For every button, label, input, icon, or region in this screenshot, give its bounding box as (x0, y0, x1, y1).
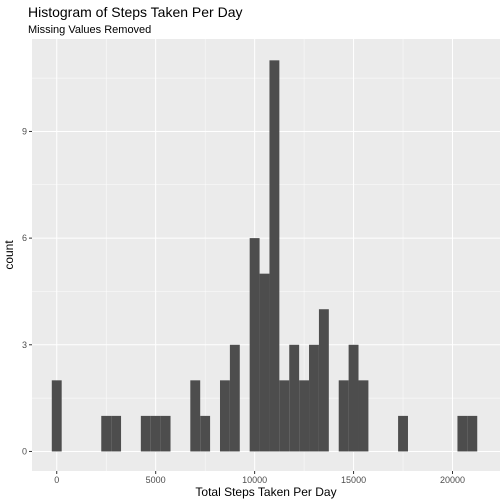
histogram-bar (200, 415, 211, 452)
histogram-bar (190, 380, 201, 452)
y-tick-label: 6 (22, 233, 27, 243)
x-tick-label: 10000 (242, 475, 267, 485)
histogram-bar (279, 380, 290, 452)
y-tick-label: 3 (22, 340, 27, 350)
y-axis-title: count (2, 240, 16, 270)
histogram-bar (309, 344, 319, 452)
histogram-bars (51, 60, 478, 452)
y-tick-label: 9 (22, 126, 27, 136)
histogram-bar (101, 415, 112, 452)
histogram-bar (259, 273, 270, 452)
histogram-bar (358, 380, 369, 452)
y-tick-label: 0 (22, 446, 27, 456)
histogram-bar (249, 238, 260, 452)
histogram-bar (160, 415, 171, 452)
histogram-bar (51, 380, 62, 452)
y-axis-ticks: 0 3 6 9 (22, 126, 32, 456)
histogram-bar (111, 415, 122, 452)
histogram-bar (229, 344, 240, 452)
x-tick-label: 15000 (341, 475, 366, 485)
histogram-bar (219, 380, 230, 452)
chart-subtitle: Missing Values Removed (28, 24, 151, 36)
histogram-bar (269, 60, 280, 452)
histogram-bar (140, 415, 151, 452)
histogram-bar (457, 415, 468, 452)
chart-title: Histogram of Steps Taken Per Day (28, 4, 243, 20)
histogram-bar (467, 415, 478, 452)
x-tick-label: 20000 (440, 475, 465, 485)
x-axis-title: Total Steps Taken Per Day (195, 485, 336, 499)
histogram-bar (150, 415, 161, 452)
histogram-bar (398, 415, 408, 452)
histogram-bar (318, 309, 329, 452)
histogram-bar (348, 344, 359, 452)
histogram-bar (299, 380, 310, 452)
x-tick-label: 5000 (146, 475, 166, 485)
histogram-bar (289, 344, 300, 452)
histogram-bar (338, 380, 349, 452)
x-tick-label: 0 (54, 475, 59, 485)
x-axis-ticks: 0 5000 10000 15000 20000 (54, 471, 465, 485)
